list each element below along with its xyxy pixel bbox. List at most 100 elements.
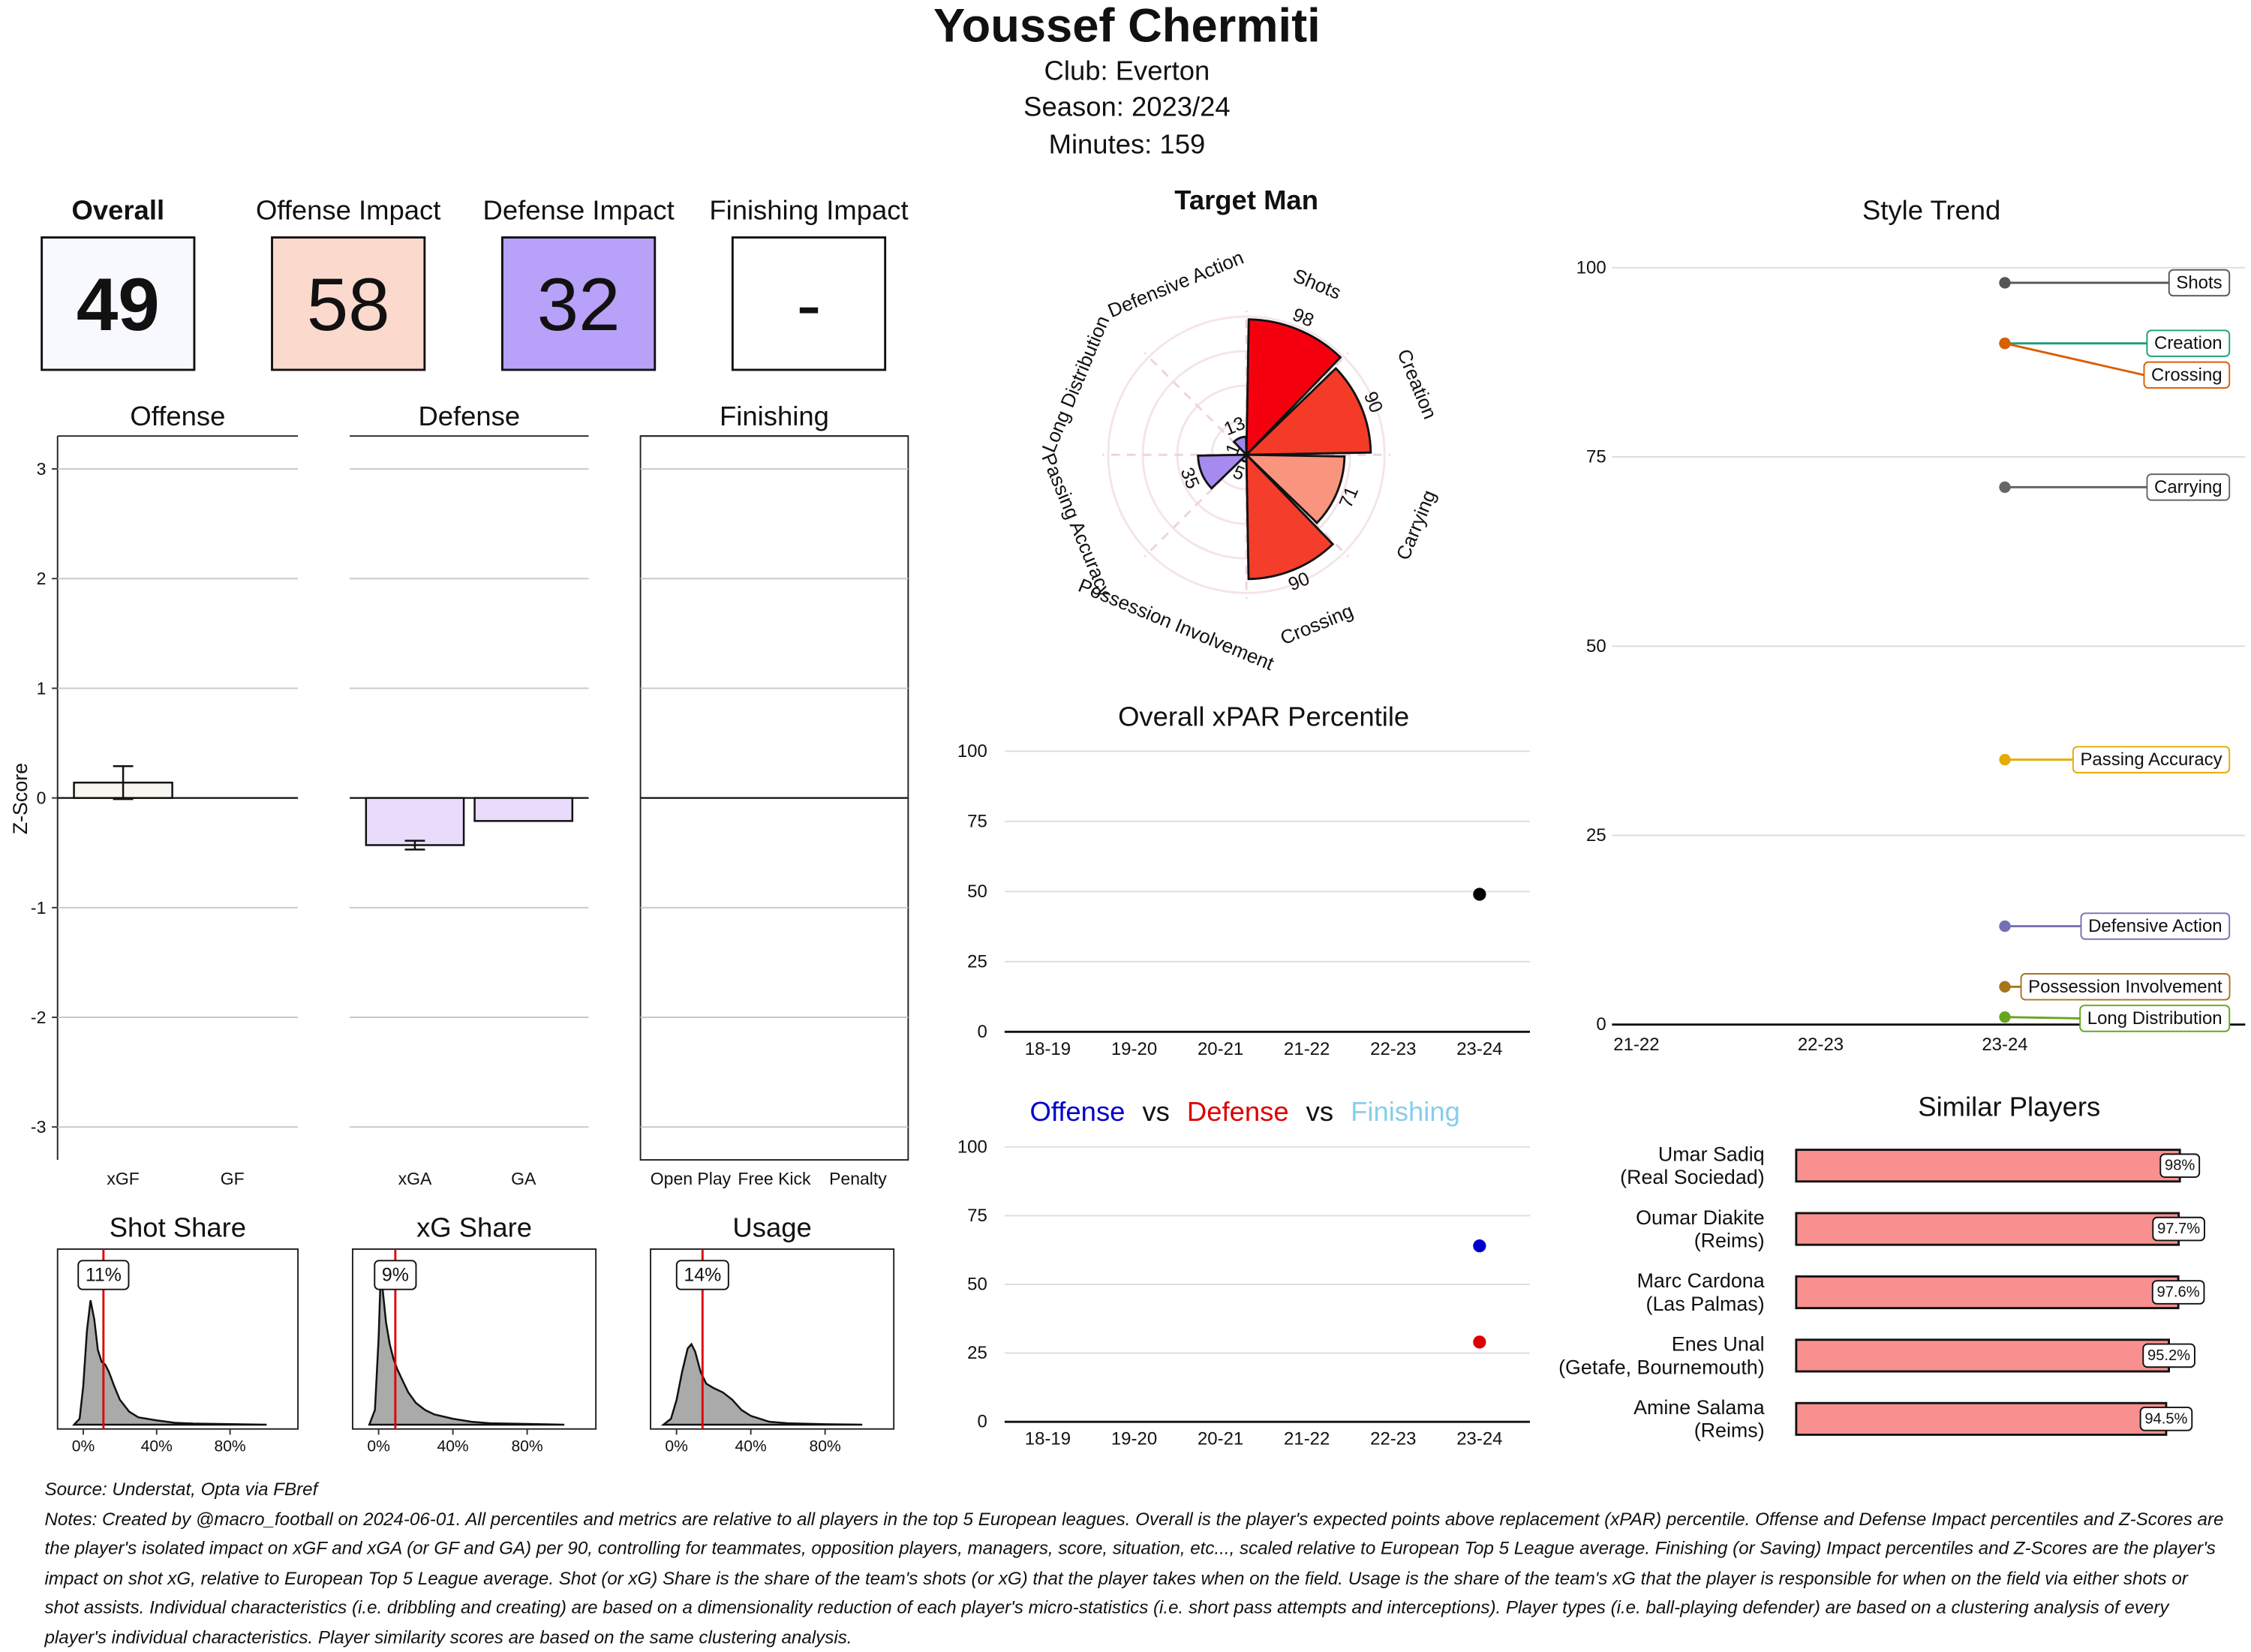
y-tick-label: 75 [1586, 447, 1606, 467]
y-tick-label: 25 [967, 951, 987, 972]
facet-title: Finishing [720, 401, 829, 431]
x-tick-label: 18-19 [1025, 1039, 1071, 1059]
player-club: (Reims) [1694, 1419, 1765, 1442]
impact-value: - [796, 263, 821, 347]
category-label: Defensive Action [1105, 247, 1247, 322]
polar-bar [1245, 318, 1342, 458]
panel-frame [56, 1248, 299, 1430]
value-label: 97.6% [2157, 1284, 2200, 1301]
player-club: (Getafe, Bournemouth) [1558, 1356, 1765, 1378]
density-area [368, 1278, 565, 1426]
value-label: 97.7% [2157, 1221, 2200, 1237]
x-tick-label: 23-24 [1982, 1035, 2027, 1055]
x-tick-label: 21-22 [1613, 1035, 1659, 1055]
y-tick-label: 25 [967, 1343, 987, 1363]
label-box [2079, 1005, 2231, 1032]
player-name: Marc Cardona [1637, 1269, 1765, 1292]
series-label: Shots [2176, 272, 2222, 293]
x-tick-label: 18-19 [1025, 1429, 1071, 1449]
panel-title: Usage [732, 1212, 811, 1243]
bar [1795, 1401, 2168, 1436]
leader-line [2004, 1016, 2081, 1020]
panel-title: Shot Share [110, 1212, 246, 1243]
separator: vs [1142, 1095, 1169, 1126]
player-name: Umar Sadiq [1658, 1143, 1765, 1165]
x-tick-label: GA [511, 1169, 536, 1188]
value-label: 98% [2165, 1158, 2195, 1174]
bar [1795, 1212, 2180, 1246]
series-label: Possession Involvement [2028, 977, 2222, 997]
season: Season: 2023/24 [1023, 91, 1231, 122]
density-area [660, 1342, 863, 1426]
x-tick-label: 22-23 [1370, 1039, 1416, 1059]
polar-bar [1243, 453, 1346, 524]
series-label: Crossing [2151, 365, 2222, 385]
y-axis-title: Z-Score [9, 763, 32, 834]
marker-label: 11% [86, 1264, 122, 1285]
x-tick-label: 40% [437, 1437, 468, 1455]
impact-value: 32 [537, 263, 621, 347]
label-box [2080, 912, 2231, 940]
y-tick-label: 1 [37, 678, 47, 698]
x-tick-label: xGF [107, 1169, 139, 1188]
impact-box [731, 236, 887, 371]
bar [1795, 1338, 2170, 1373]
y-tick-label: -1 [31, 898, 46, 918]
panel-frame [351, 1248, 597, 1430]
x-tick-label: xGA [398, 1169, 432, 1188]
bar [365, 797, 465, 846]
x-tick-label: 80% [214, 1437, 245, 1455]
label-box [2143, 361, 2231, 389]
bar [1795, 1275, 2180, 1310]
player-name: Amine Salama [1633, 1396, 1765, 1419]
minutes: Minutes: 159 [1049, 128, 1206, 159]
x-tick-label: 22-23 [1798, 1035, 1844, 1055]
y-tick-label: 50 [967, 882, 987, 902]
point [1999, 481, 2011, 494]
marker-label-box [675, 1260, 729, 1290]
notes: Notes: Created by @macro_football on 202… [44, 1509, 2224, 1647]
impact-box [500, 236, 657, 371]
polar-bar [1243, 366, 1372, 456]
x-tick-label: 21-22 [1284, 1429, 1330, 1449]
club: Club: Everton [1044, 55, 1210, 86]
y-tick-label: 50 [1586, 636, 1606, 656]
category-label: Creation [1393, 347, 1440, 422]
x-tick-label: 19-20 [1111, 1429, 1157, 1449]
y-tick-label: 100 [957, 1137, 987, 1157]
point [1999, 981, 2011, 993]
point [1999, 753, 2011, 766]
charts: Youssef Chermiti Club: Everton Season: 2… [9, 0, 2246, 1455]
panel-frame [650, 1248, 895, 1430]
marker-label: 14% [684, 1264, 721, 1285]
polar-bar [1232, 435, 1248, 458]
series-label: Passing Accuracy [2080, 749, 2222, 770]
facet-title: Defense [418, 401, 520, 431]
x-tick-label: Penalty [829, 1169, 887, 1188]
y-tick-label: 50 [967, 1274, 987, 1294]
value-label-box [2142, 1343, 2195, 1368]
impact-label: Finishing Impact [709, 195, 908, 226]
value-label: 95.2% [2147, 1347, 2190, 1364]
y-tick-label: 100 [957, 741, 987, 761]
y-tick-label: 0 [978, 1412, 987, 1432]
label-box [2146, 473, 2231, 501]
x-tick-label: 23-24 [1456, 1429, 1502, 1449]
series-label: Carrying [2154, 477, 2222, 497]
bar [473, 797, 574, 822]
bar [1795, 1149, 2181, 1183]
y-tick-label: 0 [37, 788, 47, 808]
panel-title: xG Share [416, 1212, 532, 1243]
impact-label: Overall [72, 195, 165, 226]
player-name: Oumar Diakite [1636, 1206, 1765, 1229]
value-label: 13 [1221, 413, 1248, 440]
point [1999, 920, 2011, 933]
impact-value: 49 [77, 263, 160, 347]
chart-title: Style Trend [1862, 195, 2000, 226]
y-tick-label: 75 [967, 811, 987, 831]
facet-title: Offense [130, 401, 225, 431]
x-tick-label: 19-20 [1111, 1039, 1157, 1059]
value-label-box [2152, 1216, 2205, 1242]
x-tick-label: GF [221, 1169, 245, 1188]
marker-label-box [77, 1260, 130, 1290]
